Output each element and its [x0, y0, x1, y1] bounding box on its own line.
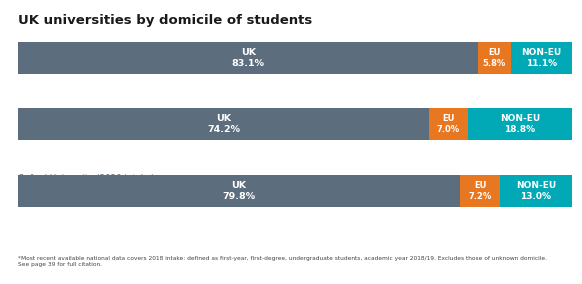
Text: All UK universities (2018 intake)*: All UK universities (2018 intake)* [18, 42, 161, 51]
Bar [510, 42, 572, 74]
Text: Oxford University (2020 intake): Oxford University (2020 intake) [18, 174, 154, 183]
Bar [18, 175, 460, 207]
Bar [18, 42, 478, 74]
Text: See page 39 for full citation.: See page 39 for full citation. [18, 262, 102, 267]
Text: UK universities by domicile of students: UK universities by domicile of students [18, 14, 313, 27]
Text: *Most recent available national data covers 2018 intake: defined as first-year, : *Most recent available national data cov… [18, 256, 547, 261]
Text: EU
7.0%: EU 7.0% [437, 114, 460, 134]
Text: UK
83.1%: UK 83.1% [232, 48, 265, 68]
Bar [478, 42, 510, 74]
Text: EU
5.8%: EU 5.8% [483, 48, 506, 68]
Bar [429, 108, 468, 140]
Text: UK
74.2%: UK 74.2% [207, 114, 240, 134]
Text: UK
79.8%: UK 79.8% [222, 181, 255, 201]
Bar [468, 108, 572, 140]
Text: Russell Group (2018 intake)*: Russell Group (2018 intake)* [18, 108, 142, 117]
Text: NON-EU
13.0%: NON-EU 13.0% [516, 181, 556, 201]
Bar [460, 175, 500, 207]
Bar [500, 175, 572, 207]
Bar [18, 108, 429, 140]
Text: NON-EU
11.1%: NON-EU 11.1% [521, 48, 562, 68]
Text: NON-EU
18.8%: NON-EU 18.8% [500, 114, 540, 134]
Text: EU
7.2%: EU 7.2% [469, 181, 492, 201]
